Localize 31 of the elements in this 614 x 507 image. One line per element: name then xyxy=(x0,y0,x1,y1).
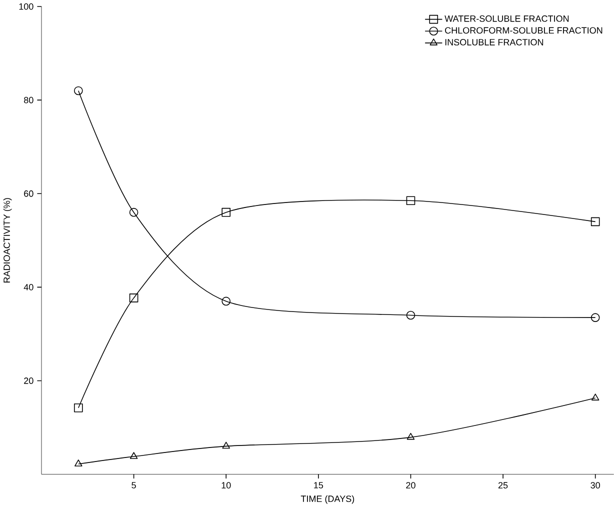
point xyxy=(590,217,600,226)
x-tick-label: 30 xyxy=(590,482,600,488)
point xyxy=(406,310,416,320)
x-tick-label: 25 xyxy=(498,482,508,488)
y-tick-label: 100 xyxy=(19,3,34,10)
point xyxy=(74,86,83,96)
y-tick-label: 80 xyxy=(24,96,34,104)
x-tick-label: 10 xyxy=(222,482,231,488)
point xyxy=(129,293,138,302)
point xyxy=(74,403,83,412)
point xyxy=(130,452,138,459)
y-tick-label: 20 xyxy=(24,377,34,384)
point xyxy=(591,394,600,400)
point xyxy=(129,208,138,217)
legend-label: WATER-SOLUBLE FRACTION xyxy=(444,15,569,22)
point xyxy=(222,442,230,449)
x-axis-title: TIME (DAYS) xyxy=(300,495,354,504)
y-tick-label: 60 xyxy=(24,190,34,197)
y-axis-title: RADIOACTIVITY (%) xyxy=(3,198,12,282)
point xyxy=(406,196,416,206)
x-tick-label: 5 xyxy=(132,482,136,488)
point xyxy=(222,296,231,306)
legend-label: CHLOROFORM-SOLUBLE FRACTION xyxy=(445,27,602,34)
point xyxy=(590,313,600,322)
x-tick-label: 20 xyxy=(406,482,416,488)
y-tick-label: 40 xyxy=(24,284,34,290)
point xyxy=(222,208,231,217)
point xyxy=(406,432,415,440)
x-tick-label: 15 xyxy=(314,482,324,488)
point xyxy=(74,460,82,466)
legend-label: INSOLUBLE FRACTION xyxy=(445,38,544,46)
